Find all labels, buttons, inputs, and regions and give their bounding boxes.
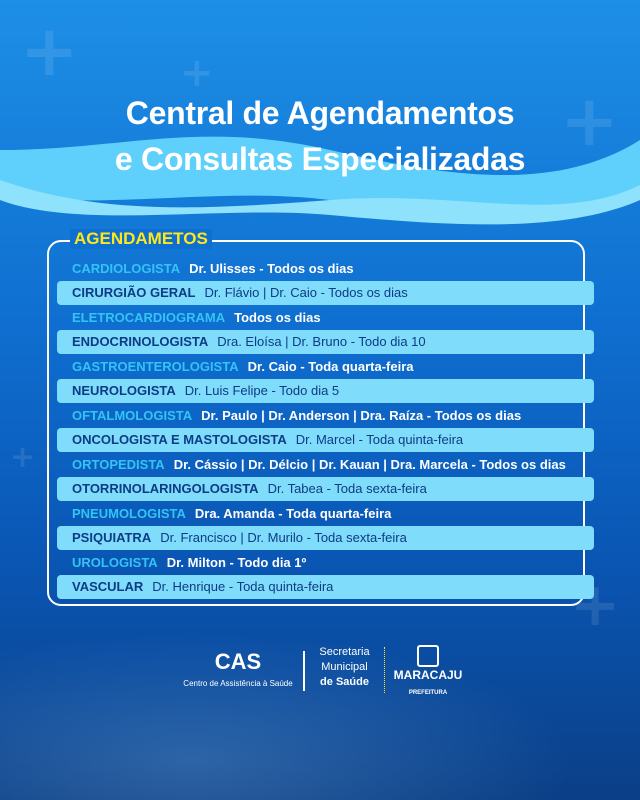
specialty: VASCULAR	[72, 579, 144, 595]
schedule-row: OTORRINOLARINGOLOGISTA Dr. Tabea - Toda s…	[57, 476, 594, 501]
schedule-row: NEUROLOGISTA Dr. Luis Felipe - Todo dia 5	[57, 378, 594, 403]
section-label: AGENDAMETOS	[70, 229, 212, 249]
specialty: ORTOPEDISTA	[72, 456, 165, 472]
plus-decoration: +	[10, 440, 36, 475]
doctor-schedule: Dr. Paulo | Dr. Anderson | Dra. Raíza - …	[201, 407, 522, 423]
schedule-row: ORTOPEDISTA Dr. Cássio | Dr. Délcio | Dr.…	[57, 452, 594, 477]
cas-logo: CAS Centro de Assistência à Saúde	[178, 651, 298, 691]
schedule-row: CIRURGIÃO GERAL Dr. Flávio | Dr. Caio - T…	[57, 280, 594, 305]
doctor-schedule: Dra. Amanda - Toda quarta-feira	[194, 505, 392, 521]
schedule-row: VASCULAR Dr. Henrique - Toda quinta-feira	[57, 574, 594, 599]
cas-title: CAS	[214, 649, 262, 674]
plus-decoration: +	[180, 50, 214, 96]
schedule-box	[47, 240, 585, 606]
schedule-row: ELETROCARDIOGRAMA Todos os dias	[57, 305, 594, 330]
crest-icon	[417, 645, 439, 667]
schedule-list: CARDIOLOGISTA Dr. Ulisses - Todos os dias…	[57, 256, 594, 599]
doctor-schedule: Dra. Eloísa | Dr. Bruno - Todo dia 10	[217, 334, 426, 350]
divider	[384, 647, 385, 693]
specialty: NEUROLOGISTA	[72, 383, 176, 399]
footer-logos: CAS Centro de Assistência à Saúde Secret…	[0, 645, 640, 696]
plus-decoration: +	[560, 80, 619, 162]
divider	[303, 651, 305, 691]
specialty: ONCOLOGISTA E MASTOLOGISTA	[72, 432, 287, 448]
schedule-row: PSIQUIATRA Dr. Francisco | Dr. Murilo - T…	[57, 525, 594, 550]
specialty: OTORRINOLARINGOLOGISTA	[72, 481, 259, 497]
doctor-schedule: Dr. Flávio | Dr. Caio - Todos os dias	[204, 285, 408, 301]
schedule-row: OFTALMOLOGISTA Dr. Paulo | Dr. Anderson |…	[57, 403, 594, 428]
specialty: ENDOCRINOLOGISTA	[72, 334, 209, 350]
schedule-row: GASTROENTEROLOGISTA Dr. Caio - Toda quart…	[57, 354, 594, 379]
doctor-schedule: Dr. Henrique - Toda quinta-feira	[152, 579, 334, 595]
background-photo	[0, 610, 640, 800]
header-wave	[0, 136, 640, 225]
specialty: UROLOGISTA	[72, 554, 158, 570]
plus-decoration: +	[20, 10, 79, 92]
schedule-row: ENDOCRINOLOGISTA Dra. Eloísa | Dr. Bruno …	[57, 329, 594, 354]
sec-line-2: Municipal	[321, 661, 368, 673]
specialty: ELETROCARDIOGRAMA	[72, 309, 226, 325]
sec-line-3: de Saúde	[320, 676, 369, 688]
specialty: CARDIOLOGISTA	[72, 260, 181, 276]
city-name: MARACAJU	[393, 668, 463, 682]
schedule-row: UROLOGISTA Dr. Milton - Todo dia 1º	[57, 550, 594, 575]
doctor-schedule: Dr. Milton - Todo dia 1º	[166, 554, 307, 570]
specialty: OFTALMOLOGISTA	[72, 407, 193, 423]
doctor-schedule: Dr. Ulisses - Todos os dias	[189, 260, 354, 276]
specialty: PNEUMOLOGISTA	[72, 505, 186, 521]
schedule-row: CARDIOLOGISTA Dr. Ulisses - Todos os dias	[57, 256, 594, 281]
schedule-row: ONCOLOGISTA E MASTOLOGISTA Dr. Marcel - T…	[57, 427, 594, 452]
doctor-schedule: Dr. Luis Felipe - Todo dia 5	[184, 383, 340, 399]
sec-line-1: Secretaria	[319, 646, 370, 658]
doctor-schedule: Dr. Tabea - Toda sexta-feira	[267, 481, 427, 497]
secretaria-logo: Secretaria Municipal de Saúde	[312, 645, 377, 690]
schedule-row: PNEUMOLOGISTA Dra. Amanda - Toda quarta-f…	[57, 501, 594, 526]
doctor-schedule: Dr. Caio - Toda quarta-feira	[247, 358, 414, 374]
city-sub: PREFEITURA	[408, 690, 448, 696]
title-line-2: e Consultas Especializadas	[114, 141, 526, 177]
doctor-schedule: Dr. Cássio | Dr. Délcio | Dr. Kauan | Dr…	[173, 456, 566, 472]
page-title: Central de Agendamentos e Consultas Espe…	[0, 90, 640, 182]
title-line-1: Central de Agendamentos	[125, 95, 515, 131]
specialty: GASTROENTEROLOGISTA	[72, 358, 239, 374]
cas-subtitle: Centro de Assistência à Saúde	[183, 679, 293, 688]
specialty: PSIQUIATRA	[72, 530, 152, 546]
doctor-schedule: Todos os dias	[234, 309, 321, 325]
doctor-schedule: Dr. Francisco | Dr. Murilo - Toda sexta-…	[160, 530, 407, 546]
doctor-schedule: Dr. Marcel - Toda quinta-feira	[295, 432, 464, 448]
maracaju-logo: MARACAJU PREFEITURA	[392, 645, 464, 699]
specialty: CIRURGIÃO GERAL	[72, 285, 196, 301]
